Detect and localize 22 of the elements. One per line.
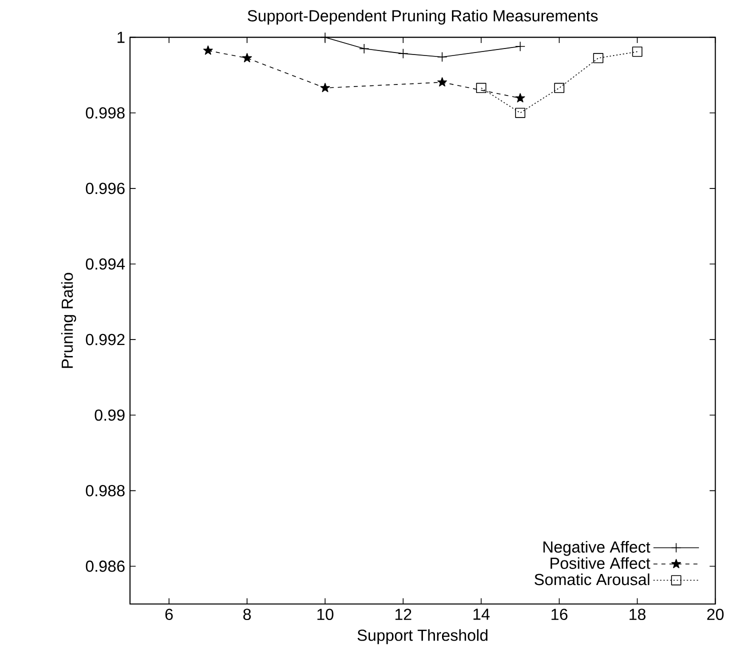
x-tick-label: 16 [552,608,568,620]
y-tick-label: 0.99 [94,410,125,421]
legend-label: Negative Affect [543,541,650,556]
x-axis-title: Support Threshold [358,629,488,644]
y-tick-label: 0.996 [86,183,125,194]
y-axis-title: Pruning Ratio [61,273,76,368]
chart-title: Support-Dependent Pruning Ratio Measurements [248,10,598,25]
x-tick-label: 10 [317,608,334,620]
y-tick-label: 0.988 [86,485,125,497]
legend-label: Positive Affect [550,557,650,570]
y-tick-label: 1 [118,32,125,44]
x-tick-label: 8 [243,608,251,620]
x-tick-label: 18 [630,608,646,620]
y-tick-label: 0.986 [86,560,125,572]
x-tick-label: 6 [165,608,173,620]
y-tick-label: 0.992 [86,334,124,346]
legend-label: Somatic Arousal [534,574,650,586]
y-tick-label: 0.998 [86,107,125,119]
x-tick-label: 20 [707,608,724,620]
x-tick-label: 14 [474,608,490,620]
y-tick-label: 0.994 [86,258,125,270]
x-tick-label: 12 [395,608,412,620]
